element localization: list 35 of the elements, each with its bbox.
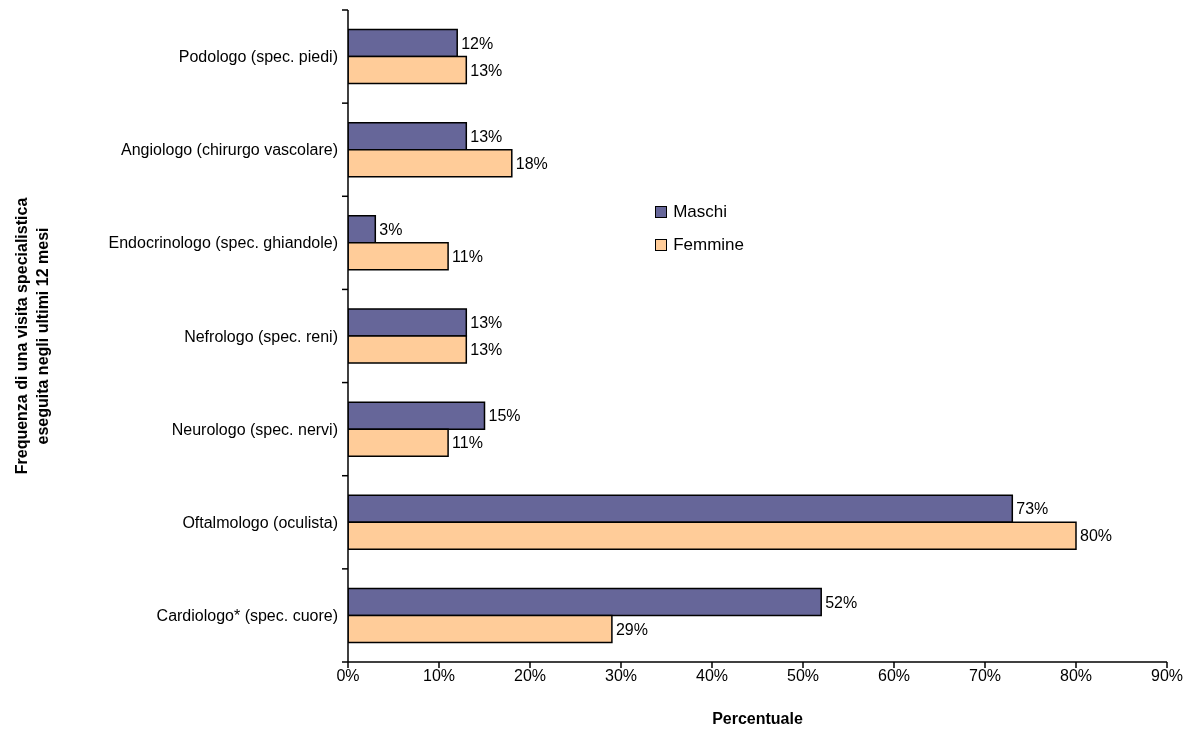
y-tick-label: Nefrologo (spec. reni) <box>184 327 338 345</box>
legend-label: Femmine <box>673 235 744 256</box>
x-tick-label: 20% <box>513 667 547 685</box>
x-tick-label: 0% <box>336 667 360 685</box>
data-label: 12% <box>461 34 494 52</box>
y-tick-label: Angiologo (chirurgo vascolare) <box>121 141 338 159</box>
data-label: 18% <box>515 154 548 172</box>
data-label: 13% <box>470 341 503 359</box>
y-tick-label: Cardiologo* (spec. cuore) <box>156 606 338 624</box>
x-tick-label: 80% <box>1059 667 1093 685</box>
y-tick-label: Neurologo (spec. nervi) <box>171 420 338 438</box>
x-tick-label: 60% <box>877 667 911 685</box>
data-label: 29% <box>615 620 648 638</box>
data-label: 13% <box>470 61 503 79</box>
data-label: 80% <box>1080 527 1113 545</box>
data-label: 13% <box>470 314 503 332</box>
x-tick-label: 30% <box>604 667 638 685</box>
data-label: 3% <box>379 221 403 239</box>
x-tick-label: 70% <box>968 667 1002 685</box>
data-label: 11% <box>452 248 483 266</box>
x-tick-label: 90% <box>1150 667 1184 685</box>
y-axis-title: Frequenza di una visita specialistica eseguita negli ultimi 12 mesi <box>13 197 51 475</box>
data-label: 15% <box>488 407 521 425</box>
x-axis-title: Percentuale <box>712 710 803 727</box>
legend-label: Maschi <box>673 202 727 223</box>
x-tick-label: 50% <box>786 667 820 685</box>
y-tick-label: Oftalmologo (oculista) <box>182 513 338 531</box>
y-tick-label: Endocrinologo (spec. ghiandole) <box>108 234 338 252</box>
x-tick-label: 10% <box>422 667 456 685</box>
x-tick-label: 40% <box>695 667 729 685</box>
data-label: 13% <box>470 127 503 145</box>
data-label: 52% <box>825 593 858 611</box>
data-label: 11% <box>452 434 483 452</box>
y-tick-label: Podologo (spec. piedi) <box>178 48 338 66</box>
data-label: 73% <box>1016 500 1049 518</box>
